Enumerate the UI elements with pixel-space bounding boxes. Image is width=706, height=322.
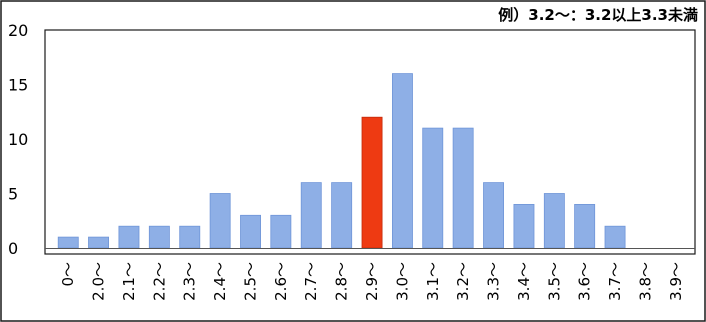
chart-note: 例）3.2〜：3.2以上3.3未満	[498, 6, 698, 24]
x-tick-label: 2.0〜	[90, 262, 108, 301]
x-tick-label: 3.4〜	[515, 262, 533, 301]
x-tick-label: 2.9〜	[363, 262, 381, 301]
x-axis: 0〜 2.0〜 2.1〜 2.2〜 2.3〜 2.4〜 2.5〜 2.6〜 2.7〜 2.8〜 2.…	[59, 262, 685, 301]
bar	[423, 128, 443, 248]
bar	[180, 226, 200, 248]
y-tick-label: 10	[8, 130, 28, 149]
x-tick-label: 3.3〜	[485, 262, 503, 301]
bar	[119, 226, 139, 248]
bar	[514, 204, 534, 248]
bar	[89, 237, 109, 248]
x-tick-label: 2.1〜	[120, 262, 138, 301]
x-tick-label: 2.8〜	[333, 262, 351, 301]
x-tick-label: 2.7〜	[302, 262, 320, 301]
bar	[149, 226, 169, 248]
x-tick-label: 2.2〜	[150, 262, 168, 301]
bar	[271, 215, 291, 248]
x-tick-label: 3.7〜	[606, 262, 624, 301]
bar	[605, 226, 625, 248]
bar	[241, 215, 261, 248]
bar	[301, 183, 321, 248]
y-tick-label: 5	[8, 185, 18, 204]
bar	[210, 194, 230, 249]
x-tick-label: 3.9〜	[667, 262, 685, 301]
bar	[392, 74, 412, 248]
bar	[544, 194, 564, 249]
bar	[575, 204, 595, 248]
x-tick-label: 2.3〜	[181, 262, 199, 301]
x-tick-label: 3.1〜	[424, 262, 442, 301]
y-tick-label: 20	[8, 21, 28, 40]
x-tick-label: 2.6〜	[272, 262, 290, 301]
x-tick-label: 2.5〜	[241, 262, 259, 301]
x-tick-label: 3.6〜	[576, 262, 594, 301]
bar	[58, 237, 78, 248]
x-tick-label: 0〜	[59, 262, 77, 287]
bar	[484, 183, 504, 248]
x-tick-label: 3.0〜	[393, 262, 411, 301]
bar	[453, 128, 473, 248]
x-tick-label: 2.4〜	[211, 262, 229, 301]
x-tick-label: 3.5〜	[545, 262, 563, 301]
x-tick-label: 3.2〜	[454, 262, 472, 301]
x-tick-label: 3.8〜	[636, 262, 654, 301]
bar-highlighted	[362, 117, 382, 248]
y-tick-label: 15	[8, 76, 28, 95]
y-tick-label: 0	[8, 239, 18, 258]
bar	[332, 183, 352, 248]
